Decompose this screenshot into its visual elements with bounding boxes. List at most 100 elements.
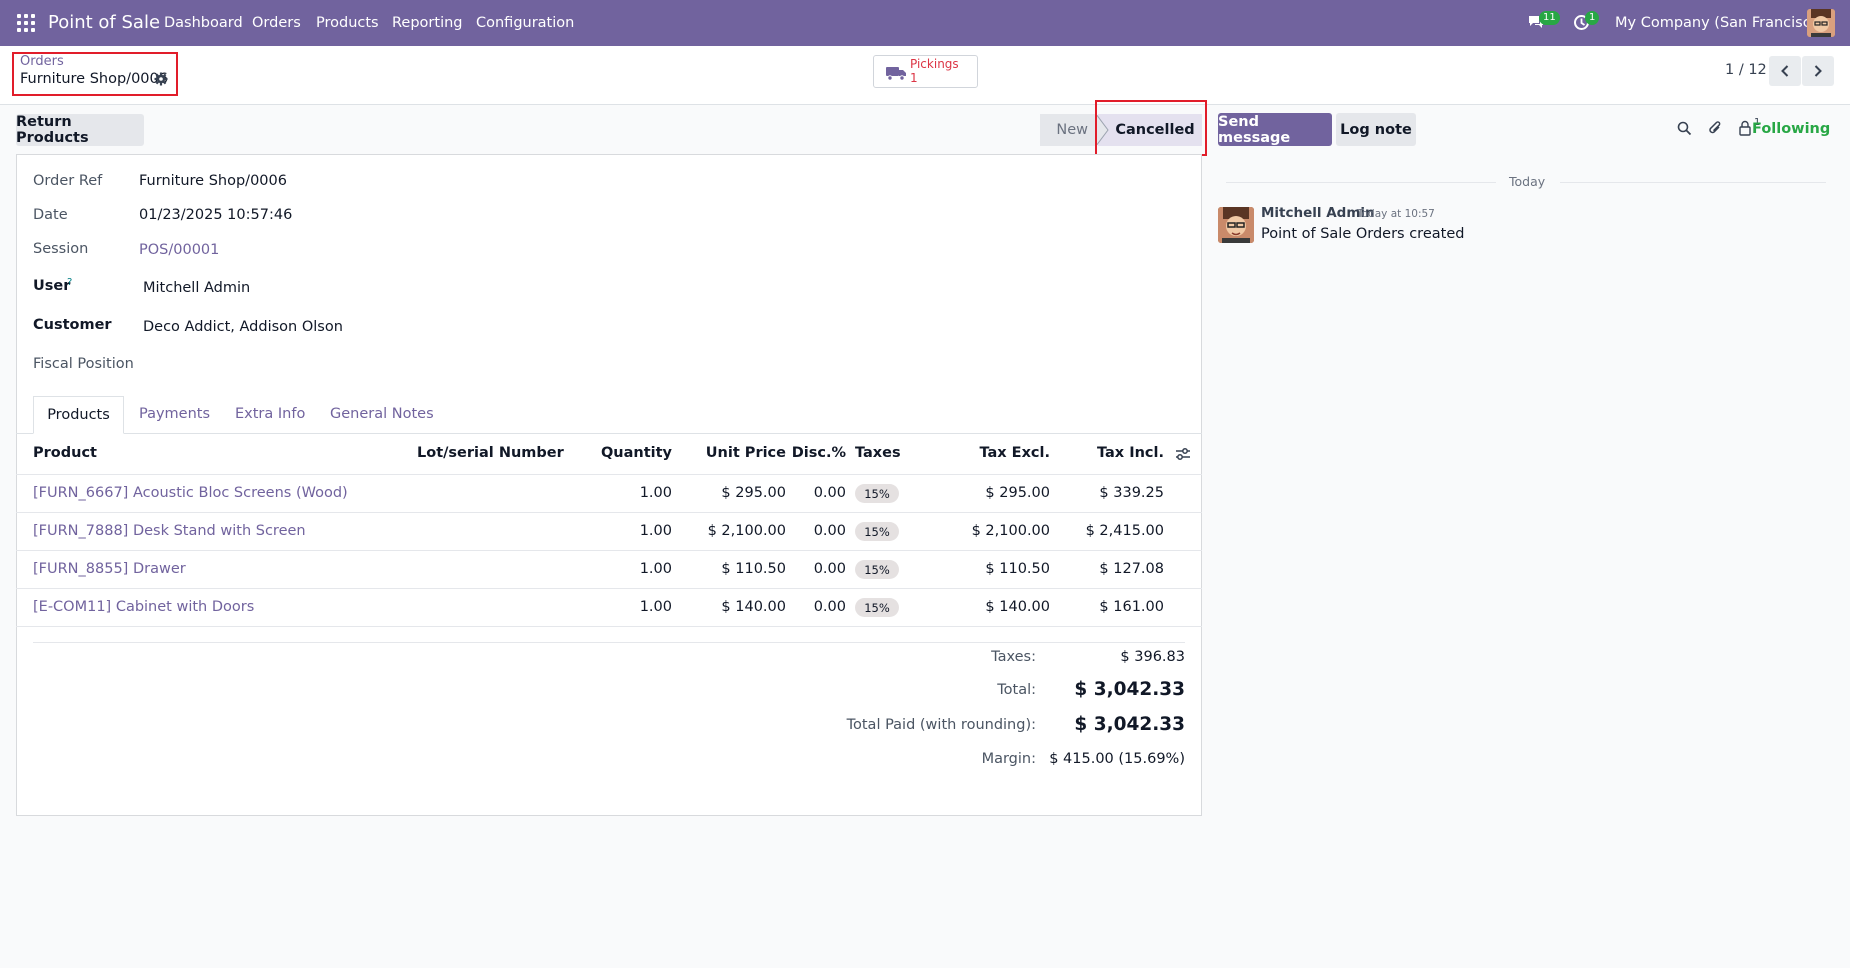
discount-cell: 0.00 <box>813 599 846 615</box>
tax-badge: 15% <box>855 598 899 617</box>
menu-products[interactable]: Products <box>316 15 379 31</box>
date-value: 01/23/2025 10:57:46 <box>139 207 293 223</box>
pager-previous-button[interactable] <box>1769 56 1801 86</box>
optional-columns-icon[interactable] <box>1175 447 1191 465</box>
product-name[interactable]: [FURN_6667] Acoustic Bloc Screens (Wood) <box>33 485 348 501</box>
user-help-icon[interactable]: ? <box>67 277 73 288</box>
quantity-cell: 1.00 <box>639 523 672 539</box>
breadcrumb-current: Furniture Shop/0006 <box>20 71 168 87</box>
cancelled-highlight <box>1095 100 1207 156</box>
menu-orders[interactable]: Orders <box>252 15 301 31</box>
menu-configuration[interactable]: Configuration <box>476 15 575 31</box>
tab-products[interactable]: Products <box>33 396 124 434</box>
table-header-divider <box>16 474 1202 475</box>
customer-field[interactable]: Deco Addict, Addison Olson <box>143 319 343 335</box>
pickings-label: Pickings <box>910 57 959 71</box>
breadcrumb-highlight <box>12 52 178 96</box>
author-avatar[interactable] <box>1218 207 1254 243</box>
discount-cell: 0.00 <box>813 485 846 501</box>
following-button[interactable]: Following <box>1752 121 1831 137</box>
top-navbar: Point of Sale Dashboard Orders Products … <box>0 0 1850 46</box>
taxes-label: Taxes: <box>991 649 1036 665</box>
paperclip-icon[interactable] <box>1708 120 1723 141</box>
activities-badge: 1 <box>1585 11 1600 25</box>
tabs-divider <box>16 433 1202 434</box>
tab-general-notes[interactable]: General Notes <box>330 406 434 422</box>
col-product[interactable]: Product <box>33 445 97 461</box>
send-message-button[interactable]: Send message <box>1218 113 1332 146</box>
product-name[interactable]: [FURN_7888] Desk Stand with Screen <box>33 523 306 539</box>
pickings-count: 1 <box>910 71 918 85</box>
taxes-value: $ 396.83 <box>1120 649 1185 665</box>
col-unit-price[interactable]: Unit Price <box>705 445 786 461</box>
session-link[interactable]: POS/00001 <box>139 242 220 258</box>
followers-count: 1 <box>1754 117 1761 128</box>
summary-divider <box>33 642 1185 643</box>
total-paid-label: Total Paid (with rounding): <box>846 717 1036 733</box>
stage-arrow-icon <box>1095 113 1110 150</box>
tab-extra-info[interactable]: Extra Info <box>235 406 306 422</box>
breadcrumb-orders-link[interactable]: Orders <box>20 54 64 69</box>
tax-excl-cell: $ 2,100.00 <box>971 523 1050 539</box>
col-discount[interactable]: Disc.% <box>791 445 846 461</box>
message-body: Point of Sale Orders created <box>1261 226 1465 242</box>
menu-dashboard[interactable]: Dashboard <box>164 15 243 31</box>
col-lot-serial[interactable]: Lot/serial Number <box>417 445 564 461</box>
tab-payments[interactable]: Payments <box>139 406 211 422</box>
user-avatar[interactable] <box>1807 9 1835 37</box>
tax-badge: 15% <box>855 560 899 579</box>
date-separator-line <box>1226 182 1496 183</box>
unit-price-cell: $ 2,100.00 <box>707 523 786 539</box>
row-divider <box>16 512 1202 513</box>
app-brand[interactable]: Point of Sale <box>48 12 161 33</box>
search-icon[interactable] <box>1677 121 1692 140</box>
unit-price-cell: $ 295.00 <box>721 485 786 501</box>
date-separator: Today <box>1509 174 1546 189</box>
truck-icon <box>886 65 908 85</box>
apps-menu-icon[interactable] <box>17 14 35 32</box>
pager-value[interactable]: 1 / 12 <box>1725 62 1767 78</box>
message-time: Today at 10:57 <box>1357 208 1435 220</box>
tax-excl-cell: $ 110.50 <box>985 561 1050 577</box>
chevron-left-icon <box>1781 65 1789 77</box>
col-quantity[interactable]: Quantity <box>600 445 672 461</box>
discount-cell: 0.00 <box>813 561 846 577</box>
tax-badge: 15% <box>855 484 899 503</box>
log-note-button[interactable]: Log note <box>1336 113 1416 146</box>
return-products-button[interactable]: Return Products <box>16 114 144 146</box>
product-name[interactable]: [FURN_8855] Drawer <box>33 561 186 577</box>
fiscal-position-label: Fiscal Position <box>33 356 134 372</box>
margin-value: $ 415.00 (15.69%) <box>1049 751 1185 767</box>
col-taxes[interactable]: Taxes <box>855 445 901 461</box>
gear-icon[interactable] <box>154 72 168 90</box>
session-label: Session <box>33 241 89 257</box>
pager-next-button[interactable] <box>1802 56 1834 86</box>
menu-reporting[interactable]: Reporting <box>392 15 463 31</box>
col-tax-incl[interactable]: Tax Incl. <box>1097 445 1164 461</box>
tax-excl-cell: $ 140.00 <box>985 599 1050 615</box>
unit-price-cell: $ 110.50 <box>721 561 786 577</box>
stage-cancelled[interactable]: Cancelled <box>1098 114 1202 146</box>
total-value: $ 3,042.33 <box>1074 679 1185 700</box>
followers-lock-icon[interactable] <box>1738 120 1752 140</box>
tax-incl-cell: $ 127.08 <box>1099 561 1164 577</box>
total-paid-value: $ 3,042.33 <box>1074 714 1185 735</box>
product-name[interactable]: [E-COM11] Cabinet with Doors <box>33 599 255 615</box>
message-author[interactable]: Mitchell Admin <box>1261 205 1375 221</box>
stage-new[interactable]: New <box>1040 114 1096 146</box>
pickings-smart-button[interactable] <box>873 55 978 88</box>
tax-badge: 15% <box>855 522 899 541</box>
quantity-cell: 1.00 <box>639 485 672 501</box>
user-field[interactable]: Mitchell Admin <box>143 280 251 296</box>
margin-label: Margin: <box>981 751 1036 767</box>
customer-label: Customer <box>33 317 112 333</box>
row-divider <box>16 588 1202 589</box>
date-label: Date <box>33 207 68 223</box>
user-label: User <box>33 278 71 294</box>
company-switcher[interactable]: My Company (San Francisco) <box>1615 15 1826 31</box>
tax-incl-cell: $ 339.25 <box>1099 485 1164 501</box>
row-divider <box>16 550 1202 551</box>
form-sheet <box>16 154 1202 816</box>
quantity-cell: 1.00 <box>639 599 672 615</box>
col-tax-excl[interactable]: Tax Excl. <box>979 445 1050 461</box>
